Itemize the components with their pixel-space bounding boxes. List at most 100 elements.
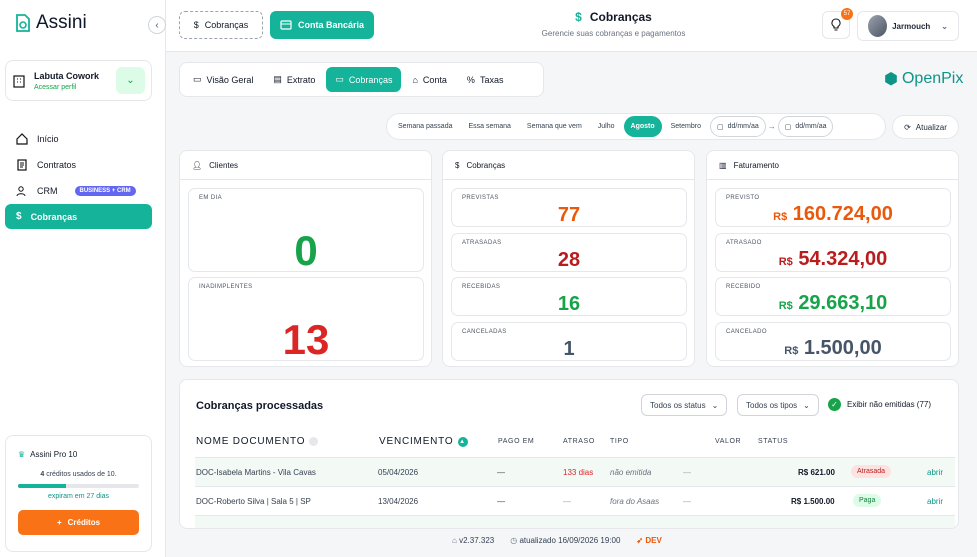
atrasado-value: 54.324,00: [798, 248, 888, 270]
credits-progress-fill: [18, 484, 67, 488]
sidebar-item-contratos[interactable]: Contratos: [5, 152, 152, 177]
page-header: $ Cobranças Gerencie suas cobranças e pag…: [481, 10, 746, 38]
atrasado-card: ATRASADO R$ 54.324,00: [715, 233, 951, 272]
openpix-text: OpenPix: [901, 70, 964, 87]
card-label: PREVISTO: [726, 195, 760, 201]
filter-agosto[interactable]: Agosto: [623, 116, 662, 137]
cell-nome: DOC-Isabela Martins - Vila Cavas: [196, 468, 316, 477]
sidebar-nav: Início Contratos CRM BUSINESS + CRM $ Co…: [5, 126, 152, 230]
building-icon: [13, 74, 25, 88]
filter-julho[interactable]: Julho: [597, 123, 615, 130]
document-icon: [17, 158, 27, 171]
card-label: RECEBIDAS: [462, 284, 501, 290]
tab-extrato[interactable]: ▤ Extrato: [264, 67, 324, 92]
cell-dash: —: [683, 497, 691, 506]
refresh-icon: ⟳: [904, 122, 911, 132]
status-select[interactable]: Todos os status ⌄: [641, 394, 728, 416]
plan-badge: BUSINESS + CRM: [74, 185, 136, 196]
filter-essa-semana[interactable]: Essa semana: [468, 123, 511, 130]
panel-header: 👤︎ Clientes: [180, 151, 431, 180]
recebido-card: RECEBIDO R$ 29.663,10: [715, 277, 951, 316]
openpix-icon: ⬢: [884, 71, 898, 88]
col-atraso[interactable]: ATRASO: [563, 438, 595, 445]
plan-title: Assini Pro 10: [30, 450, 78, 459]
version: ⌂ v2.37.323: [452, 536, 494, 545]
org-selector[interactable]: Labuta Cowork Acessar perfil ⌄: [5, 60, 152, 101]
org-profile-link[interactable]: Acessar perfil: [34, 83, 77, 91]
conta-bancaria-button[interactable]: Conta Bancária: [270, 11, 374, 39]
col-pago-em[interactable]: PAGO EM: [498, 438, 535, 445]
tab-conta[interactable]: ⌂ Conta: [403, 67, 455, 92]
user-menu[interactable]: Jarmouch ⌄: [857, 11, 959, 41]
sidebar-item-cobrancas[interactable]: $ Cobranças: [5, 204, 152, 229]
notifications-button[interactable]: 57: [822, 8, 853, 39]
collapse-sidebar-button[interactable]: ‹: [148, 16, 166, 34]
filter-semana-passada[interactable]: Semana passada: [398, 123, 453, 130]
user-icon: 👤︎: [192, 160, 203, 170]
credits-progress: [18, 484, 139, 488]
inadimplentes-card: INADIMPLENTES 13: [188, 277, 424, 363]
tab-label: Conta: [422, 74, 447, 85]
cobrancas-button[interactable]: $ Cobranças: [179, 11, 263, 39]
refresh-button[interactable]: ⟳ Atualizar: [892, 115, 959, 139]
type-select[interactable]: Todos os tipos ⌄: [737, 394, 819, 416]
previstas-value: 77: [557, 204, 581, 226]
currency: R$: [778, 300, 793, 312]
open-link[interactable]: abrir: [927, 497, 944, 506]
cell-pago-em: —: [497, 497, 505, 506]
col-status[interactable]: STATUS: [758, 438, 789, 445]
card-icon: ▭: [193, 74, 202, 84]
page-title-text: Cobranças: [589, 10, 652, 24]
tab-taxas[interactable]: % Taxas: [458, 67, 513, 92]
previsto-card: PREVISTO R$ 160.724,00: [715, 188, 951, 227]
plan-usage: 4 créditos usados de 10.: [18, 471, 139, 478]
cell-dash: —: [683, 468, 691, 477]
user-name: Jarmouch: [892, 21, 931, 31]
sidebar-item-inicio[interactable]: Início: [5, 126, 152, 151]
tab-visao-geral[interactable]: ▭ Visão Geral: [184, 67, 262, 92]
col-nome[interactable]: NOME DOCUMENTO: [196, 436, 319, 447]
panel-title: Cobranças: [466, 160, 506, 170]
card-label: RECEBIDO: [726, 284, 761, 290]
version-text: v2.37.323: [459, 536, 495, 545]
status-badge: Atrasada: [851, 465, 892, 478]
em-dia-value: 0: [294, 227, 318, 274]
filter-setembro[interactable]: Setembro: [670, 123, 701, 130]
card-label: PREVISTAS: [462, 195, 499, 201]
tab-cobrancas[interactable]: ▭ Cobranças: [326, 67, 402, 92]
card-icon: ▭: [335, 74, 344, 84]
page-subtitle: Gerencie suas cobranças e pagamentos: [541, 29, 686, 38]
recebidas-value: 16: [557, 293, 581, 315]
buy-credits-button[interactable]: + Créditos: [18, 510, 139, 535]
currency: R$: [784, 345, 799, 357]
cobrancas-panel: $ Cobranças PREVISTAS 77 ATRASADAS 28 RECEB…: [442, 150, 695, 367]
org-name: Labuta Cowork: [34, 70, 100, 81]
page-title: $ Cobranças: [481, 10, 746, 24]
credits-used: 4: [40, 471, 45, 478]
col-tipo[interactable]: TIPO: [610, 438, 629, 445]
open-link[interactable]: abrir: [927, 468, 944, 477]
sidebar-item-label: Contratos: [37, 159, 77, 170]
col-vencimento[interactable]: VENCIMENTO ▲: [379, 436, 468, 447]
date-to-input[interactable]: ▢ dd/mm/aa: [777, 116, 834, 137]
table-row[interactable]: [195, 515, 955, 528]
date-from-input[interactable]: ▢ dd/mm/aa: [709, 116, 766, 137]
chevron-down-icon[interactable]: ⌄: [116, 67, 145, 94]
dollar-icon: $: [16, 211, 22, 222]
card-label: ATRASADO: [726, 240, 762, 246]
date-to-placeholder: dd/mm/aa: [795, 123, 827, 130]
show-not-emitted-toggle[interactable]: ✓ Exibir não emitidas (77): [828, 398, 931, 411]
tab-label: Taxas: [479, 74, 504, 85]
status-badge: Paga: [853, 494, 882, 507]
table-row[interactable]: DOC-Roberto Silva | Sala 5 | SP 13/04/20…: [195, 486, 955, 515]
period-filters: Semana passada Essa semana Semana que ve…: [386, 113, 886, 140]
sidebar-item-crm[interactable]: CRM BUSINESS + CRM: [5, 178, 152, 203]
app-logo[interactable]: Assini: [14, 12, 87, 34]
filter-semana-que-vem[interactable]: Semana que vem: [526, 123, 582, 130]
chevron-down-icon: ⌄: [803, 400, 810, 410]
col-valor[interactable]: VALOR: [715, 438, 742, 445]
sidebar-item-label: Cobranças: [30, 211, 78, 222]
status-select-value: Todos os status: [650, 400, 706, 410]
table-row[interactable]: DOC-Isabela Martins - Vila Cavas 05/04/2…: [195, 457, 955, 486]
refresh-label: Atualizar: [915, 122, 947, 132]
